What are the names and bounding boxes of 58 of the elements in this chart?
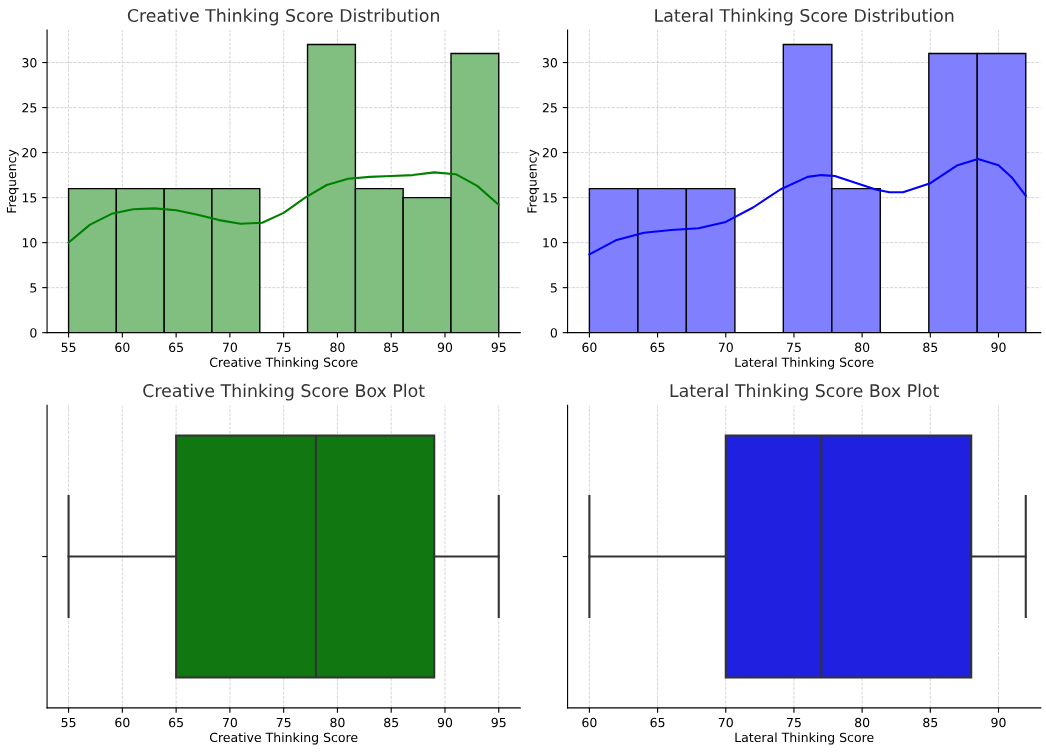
x-tick-label: 85 [923,342,938,353]
x-tick-label: 90 [991,717,1006,728]
x-tick-label: 80 [330,717,345,728]
chart-title: Lateral Thinking Score Distribution [655,8,954,26]
y-tick-label: 20 [22,148,37,158]
x-tick-label: 80 [855,342,870,353]
x-tick-label: 60 [582,717,597,728]
chart-title: Lateral Thinking Score Box Plot [670,383,939,401]
x-tick-label: 65 [169,717,183,728]
x-tick-label: 55 [61,342,76,353]
x-tick-label: 95 [491,717,506,728]
x-tick-label: 65 [169,342,183,353]
x-tick-label: 75 [276,342,291,353]
y-axis-title: Frequency [527,149,540,213]
x-tick-label: 60 [582,342,597,353]
line-series [67,171,500,244]
x-tick-label: 70 [222,717,238,728]
x-tick-label: 55 [61,717,76,728]
x-axis-title: Lateral Thinking Score [735,357,874,370]
y-tick-label: 30 [542,58,558,68]
chart-title: Creative Thinking Score Box Plot [143,383,425,401]
y-tick-label: 10 [22,238,37,248]
x-tick-label: 70 [222,342,238,353]
line-series [588,157,1027,256]
y-tick-label: 5 [30,283,37,293]
y-tick-label: 20 [542,148,558,158]
x-tick-label: 60 [115,717,130,728]
x-tick-label: 90 [991,342,1006,353]
x-tick-label: 70 [718,717,733,728]
x-tick-label: 75 [787,342,801,353]
y-tick-label: 15 [543,193,557,203]
chart-title: Creative Thinking Score Distribution [127,8,439,26]
x-tick-label: 85 [384,342,399,353]
x-tick-label: 95 [491,342,506,353]
y-tick-label: 10 [543,238,558,248]
y-tick-label: 5 [550,283,557,293]
x-axis-title: Lateral Thinking Score [735,732,874,745]
x-tick-label: 75 [276,717,291,728]
x-tick-label: 85 [384,717,399,728]
x-tick-label: 65 [650,342,665,353]
y-tick-label: 25 [22,103,37,113]
y-tick-label: 30 [22,58,37,68]
x-tick-label: 65 [650,717,665,728]
x-tick-label: 60 [115,342,130,353]
x-tick-label: 70 [718,342,733,353]
x-tick-label: 90 [437,342,453,353]
y-tick-label: 25 [542,103,557,113]
y-tick-label: 15 [22,193,37,203]
y-tick-label: 0 [30,328,37,338]
y-tick-label: 0 [550,328,558,338]
x-tick-label: 80 [855,717,870,728]
x-axis-title: Creative Thinking Score [209,357,358,370]
x-tick-label: 90 [437,717,453,728]
x-tick-label: 85 [923,717,938,728]
x-axis-title: Creative Thinking Score [209,732,358,745]
x-tick-label: 80 [330,342,345,353]
x-tick-label: 75 [787,717,801,728]
y-axis-title: Frequency [6,149,19,213]
